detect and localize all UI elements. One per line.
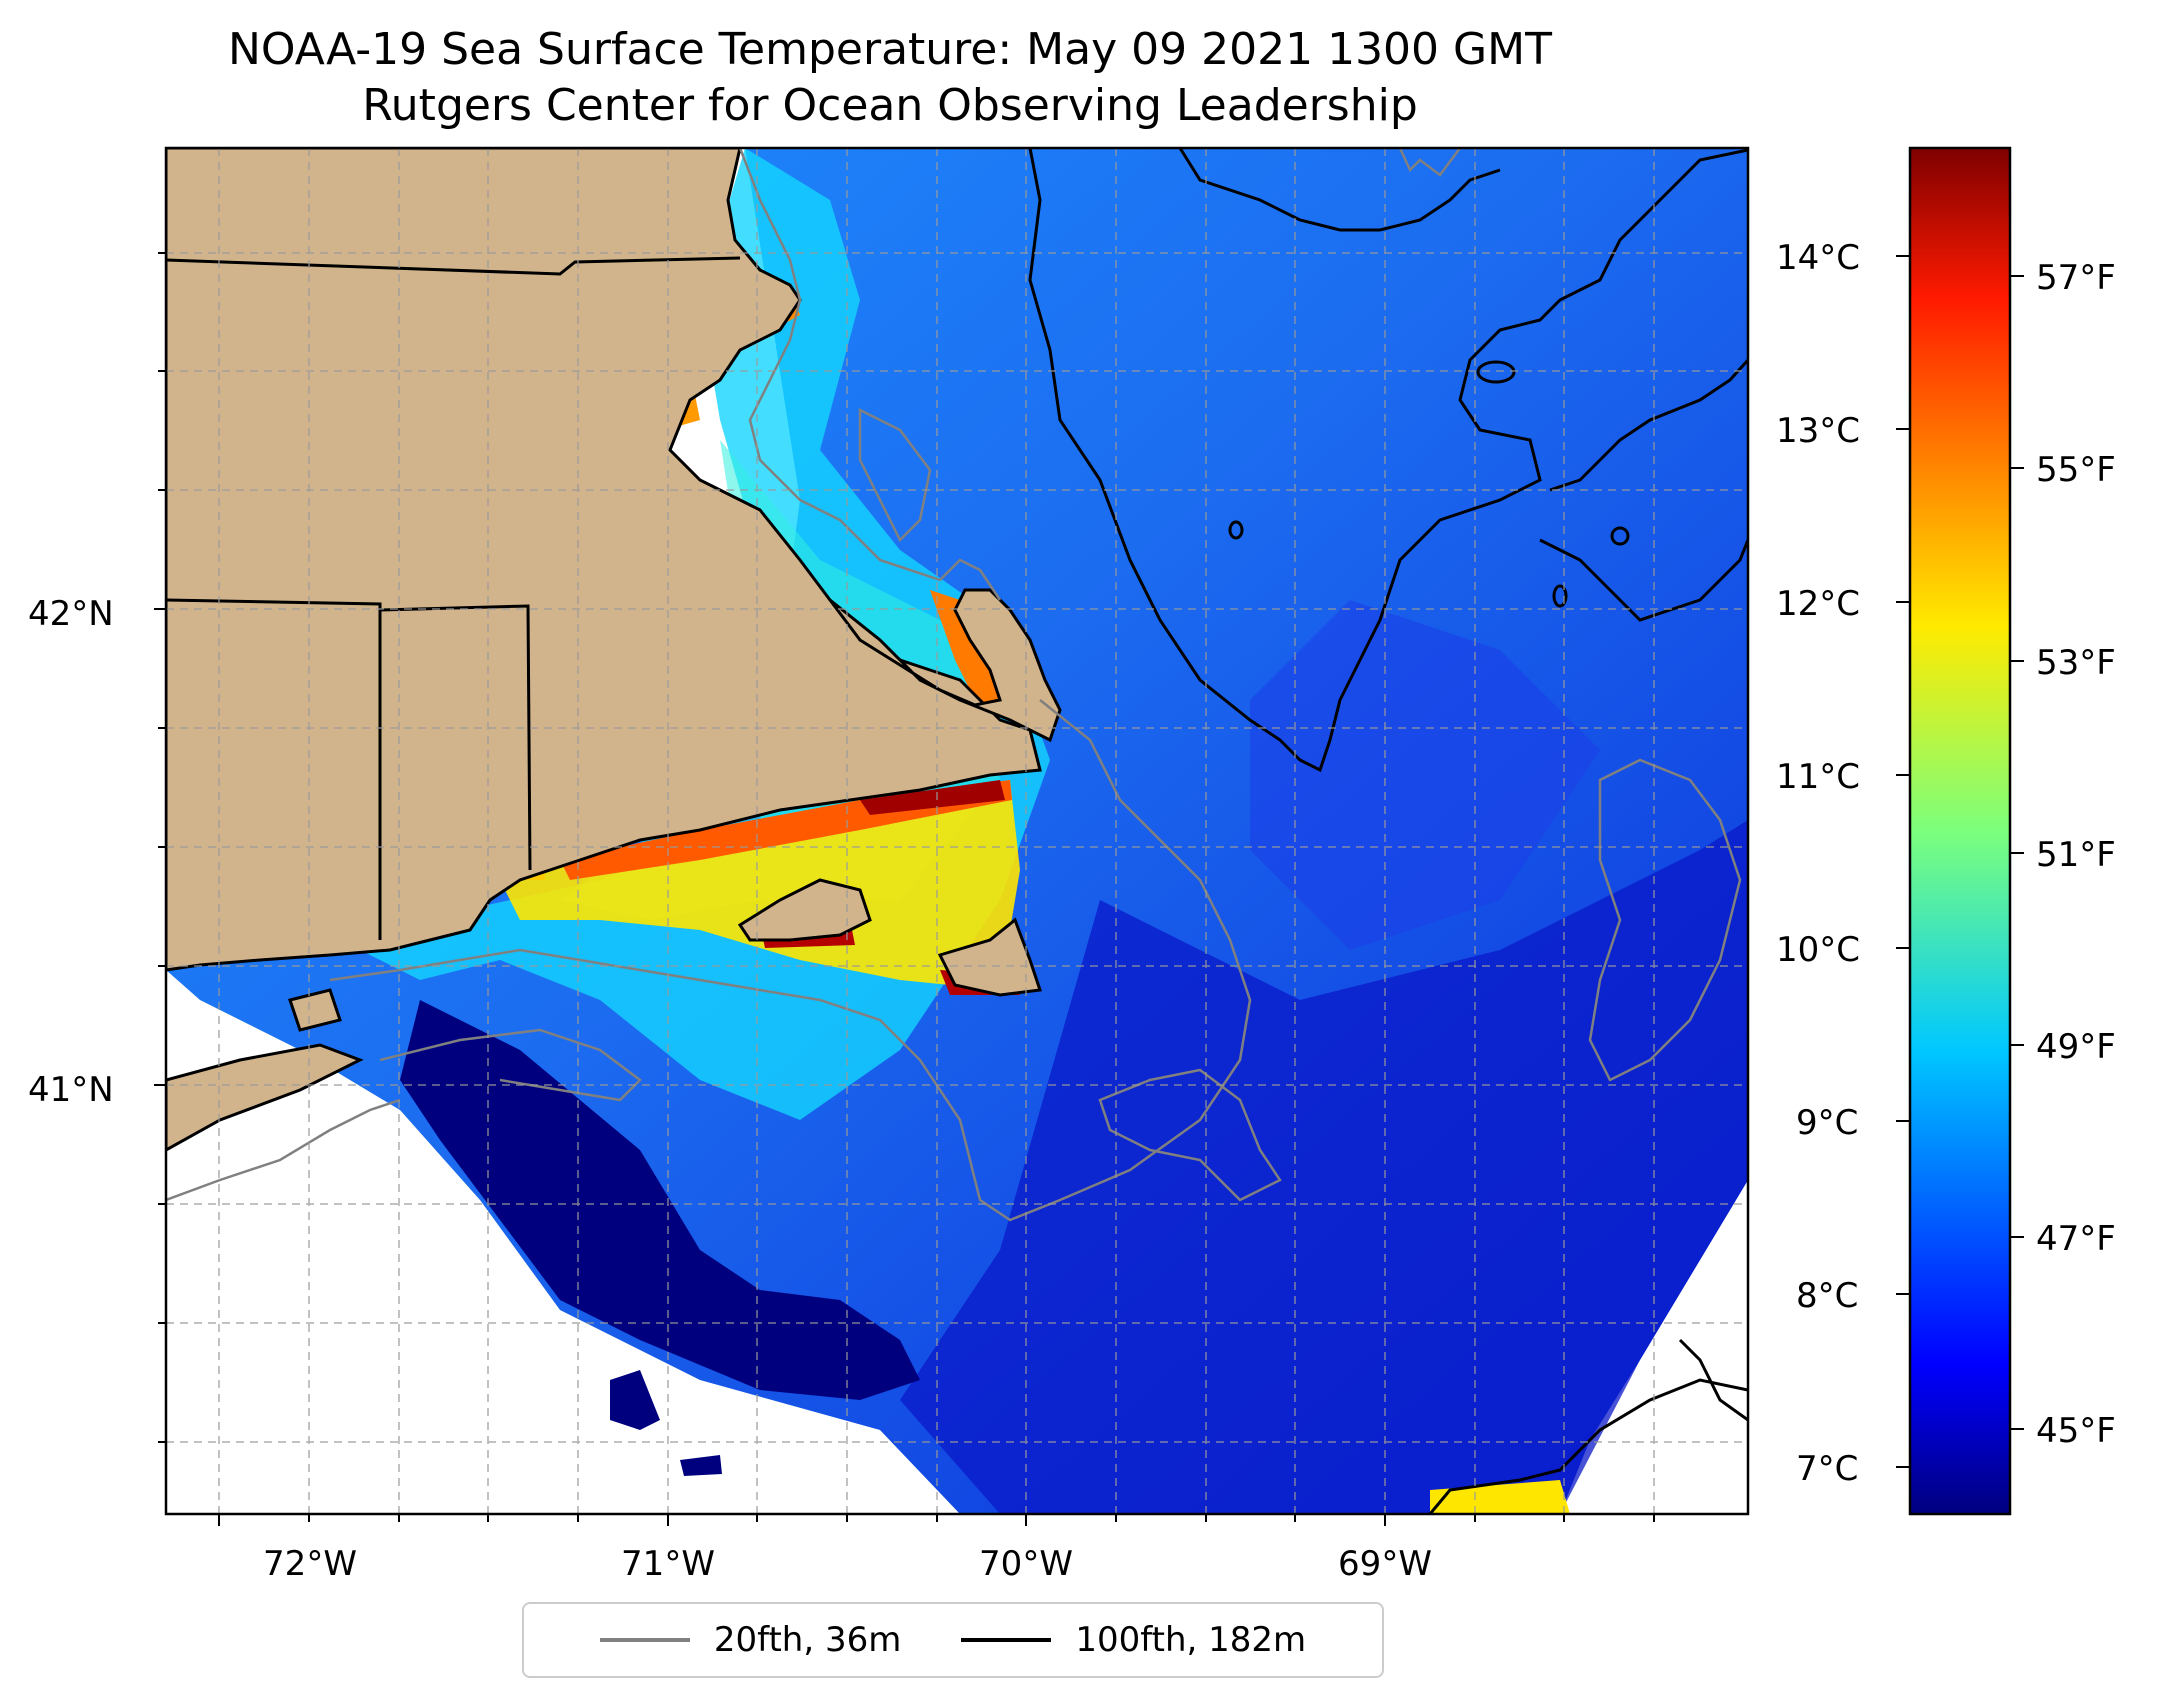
isobath-100 [1028,148,1748,773]
chart-subtitle: Rutgers Center for Ocean Observing Leade… [362,80,1418,131]
lat-label-41: 41°N [28,1070,114,1110]
lat-label-42: 42°N [28,594,114,634]
cb-label-12c: 12°C [1776,584,1861,624]
land-mainland [166,148,1042,972]
cb-label-14c: 14°C [1776,238,1861,278]
cb-label-11c: 11°C [1776,757,1861,797]
colorbar [1908,146,2012,1516]
lon-label-72: 72°W [263,1544,357,1584]
cb-label-9c: 9°C [1796,1103,1859,1143]
cb-label-13c: 13°C [1776,411,1861,451]
cb-label-49f: 49°F [2036,1027,2116,1067]
land-islands [737,878,872,942]
gridlines [166,148,1748,1514]
isobath-20 [329,699,1252,1222]
legend-item-100fth: 100fth, 182m [961,1620,1306,1660]
cb-label-57f: 57°F [2036,258,2116,298]
cb-label-53f: 53°F [2036,643,2116,683]
cb-label-10c: 10°C [1776,930,1861,970]
cb-label-51f: 51°F [2036,835,2116,875]
cb-label-7c: 7°C [1796,1449,1859,1489]
cold-water [400,1000,920,1400]
land-cape-cod [828,588,1062,743]
lon-label-71: 71°W [621,1544,715,1584]
cb-label-8c: 8°C [1796,1276,1859,1316]
lon-label-69: 69°W [1338,1544,1432,1584]
warm-water [500,780,1020,990]
chart-title: NOAA-19 Sea Surface Temperature: May 09 … [228,24,1552,75]
legend-label-20fth: 20fth, 36m [713,1620,902,1660]
cb-label-55f: 55°F [2036,450,2116,490]
cb-label-47f: 47°F [2036,1219,2116,1259]
legend: 20fth, 36m 100fth, 182m [522,1602,1384,1678]
lon-label-70: 70°W [979,1544,1073,1584]
map-frame [164,146,1750,1516]
legend-item-20fth: 20fth, 36m [599,1620,902,1660]
cb-label-45f: 45°F [2036,1411,2116,1451]
legend-label-100fth: 100fth, 182m [1075,1620,1307,1660]
legend-swatch-gray [599,1638,690,1642]
legend-swatch-black [961,1638,1052,1642]
